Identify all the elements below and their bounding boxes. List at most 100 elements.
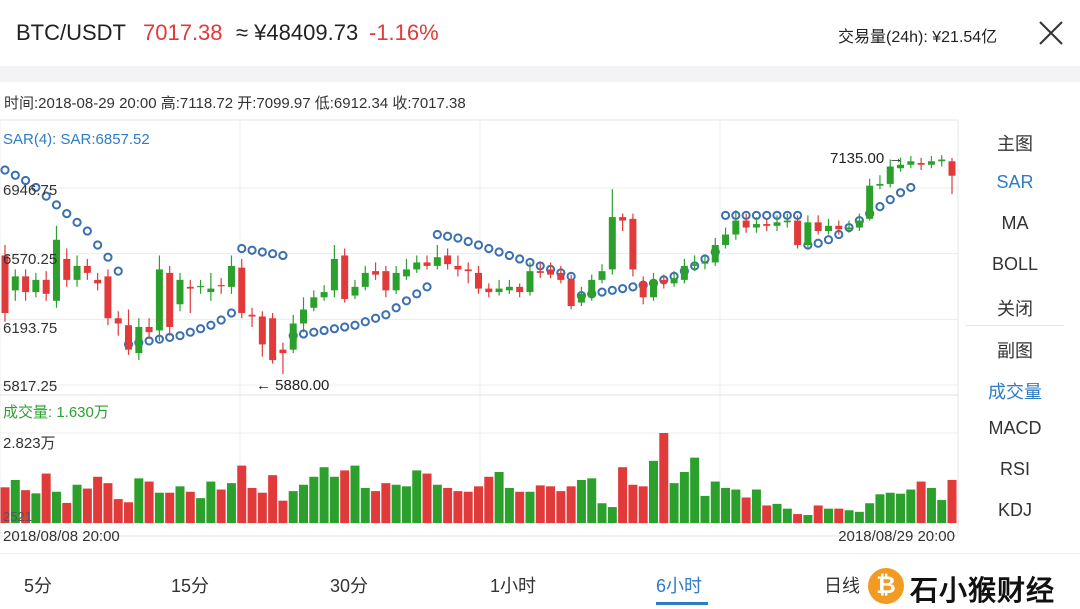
sar-point (329, 324, 339, 334)
sub-chart-title: 副图 (997, 341, 1033, 361)
sar-point (484, 243, 494, 254)
volume-bar (587, 478, 597, 523)
price-change: -1.16% (369, 20, 439, 45)
sar-point (103, 252, 113, 262)
volume-bar (278, 500, 288, 523)
ohlc-info: 时间:2018-08-29 20:00 高:7118.72 开:7099.97 … (4, 95, 466, 112)
candle-body (186, 286, 194, 289)
candle-body (145, 326, 153, 333)
candle-body (135, 326, 143, 354)
volume-bar (515, 491, 525, 523)
sub-indicator-volume[interactable]: 成交量 (988, 382, 1042, 402)
sar-point (463, 236, 473, 247)
sub-indicator-macd[interactable]: MACD (988, 418, 1042, 438)
tab-1h[interactable]: 1小时 (490, 576, 537, 596)
sar-point (309, 327, 319, 337)
candle-body (341, 255, 349, 300)
indicator-label: SAR(4): SAR:6857.52 (3, 131, 150, 148)
main-indicator-boll[interactable]: BOLL (991, 254, 1039, 274)
sub-indicator-rsi[interactable]: RSI (999, 459, 1030, 479)
volume-bar (371, 491, 381, 523)
sar-point (515, 254, 525, 264)
candle-body (495, 288, 503, 293)
volume-bar (546, 486, 556, 523)
volume-bar (875, 494, 885, 523)
volume-bar (432, 484, 442, 523)
candle-body (258, 316, 266, 345)
main-indicator-close[interactable]: 关闭 (997, 299, 1033, 319)
volume-bar (268, 475, 278, 523)
sar-point (628, 282, 638, 292)
candle-body (886, 166, 894, 184)
sub-indicator-kdj[interactable]: KDJ (997, 500, 1032, 520)
candle-body (227, 265, 235, 287)
volume-bar (453, 491, 463, 523)
candle-body (475, 272, 482, 289)
close-icon[interactable] (1036, 18, 1066, 48)
candle-body (783, 220, 791, 223)
sar-point (370, 313, 381, 323)
candle-body (63, 258, 71, 280)
volume-bar (823, 508, 833, 523)
candle-body (505, 286, 513, 291)
sar-point (247, 245, 257, 255)
volume-bar (803, 515, 813, 523)
volume-label: 成交量: 1.630万 (3, 403, 109, 421)
volume-bar (443, 487, 453, 523)
main-indicator-ma[interactable]: MA (1001, 213, 1029, 233)
volume-bar (134, 478, 144, 523)
volume-min-label: 2521 (3, 509, 32, 524)
candle-body (660, 279, 668, 284)
volume-bar (21, 490, 31, 523)
sar-point (10, 170, 20, 180)
volume-bar (329, 476, 339, 523)
tab-5m[interactable]: 5分 (24, 576, 53, 596)
last-price: 7017.38 (143, 20, 223, 45)
candle-body (845, 227, 853, 230)
sar-point (278, 250, 288, 261)
sar-point (412, 289, 422, 299)
candle-body (619, 217, 627, 221)
header: BTC/USDT 7017.38 ≈ ¥48409.73 -1.16% 交易量(… (0, 0, 1080, 66)
candle-body (794, 220, 802, 245)
candle-body (197, 285, 205, 288)
volume-bar (165, 492, 175, 523)
sar-point (597, 287, 607, 297)
sar-point (257, 247, 267, 257)
sar-point (206, 320, 216, 330)
tab-6h[interactable]: 6小时 (656, 576, 703, 596)
tab-15m[interactable]: 15分 (171, 576, 210, 596)
volume-bar (504, 487, 514, 523)
sar-point (82, 226, 92, 236)
candle-body (1, 255, 9, 314)
volume-max-label: 2.823万 (3, 435, 56, 452)
volume-bar (391, 484, 401, 523)
candle-body (176, 279, 184, 305)
candle-body (485, 288, 493, 293)
sar-point (51, 200, 62, 210)
tab-30m[interactable]: 30分 (330, 576, 369, 596)
candle-body (691, 264, 699, 266)
sar-point (360, 317, 370, 327)
candle-body (608, 217, 616, 270)
y-tick-label: 6193.75 (3, 320, 57, 337)
volume-bar (679, 471, 689, 523)
sar-point (422, 282, 432, 292)
volume-bar (299, 484, 309, 523)
chart-border (0, 119, 959, 537)
sar-point (113, 266, 123, 276)
tab-1d[interactable]: 日线 (824, 576, 860, 596)
candle-body (11, 276, 19, 291)
kline-chart[interactable]: SAR(4): SAR:6857.52 6946.75 6570.25 6193… (0, 118, 960, 548)
volume-bar (535, 485, 545, 523)
candle-body (330, 258, 338, 291)
sar-point (340, 322, 350, 332)
date-end-label: 2018/08/29 20:00 (838, 528, 955, 545)
sar-point (175, 331, 185, 341)
main-indicator-sar[interactable]: SAR (996, 172, 1034, 192)
sar-point (62, 208, 72, 219)
candle-body (557, 272, 565, 280)
candle-body (670, 278, 678, 284)
sar-point (185, 327, 195, 337)
volume-bar (844, 510, 854, 523)
